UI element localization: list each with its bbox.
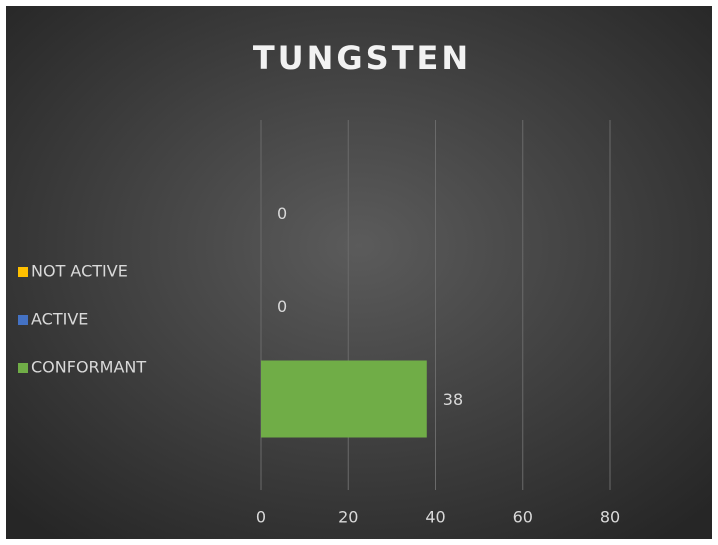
legend-swatch: [18, 363, 28, 373]
x-tick-label: 40: [425, 508, 445, 527]
bar: [261, 360, 427, 438]
legend-label: NOT ACTIVE: [31, 262, 128, 281]
legend-label: CONFORMANT: [31, 358, 146, 377]
legend-swatch: [18, 315, 28, 325]
chart-background: [6, 6, 712, 539]
x-tick-label: 0: [256, 508, 266, 527]
x-tick-label: 20: [338, 508, 358, 527]
data-label: 38: [443, 390, 463, 409]
legend-label: ACTIVE: [31, 310, 88, 329]
data-label: 0: [277, 297, 287, 316]
chart-title: TUNGSTEN: [253, 39, 471, 77]
x-tick-label: 80: [600, 508, 620, 527]
legend-swatch: [18, 267, 28, 277]
x-tick-label: 60: [513, 508, 533, 527]
data-label: 0: [277, 204, 287, 223]
